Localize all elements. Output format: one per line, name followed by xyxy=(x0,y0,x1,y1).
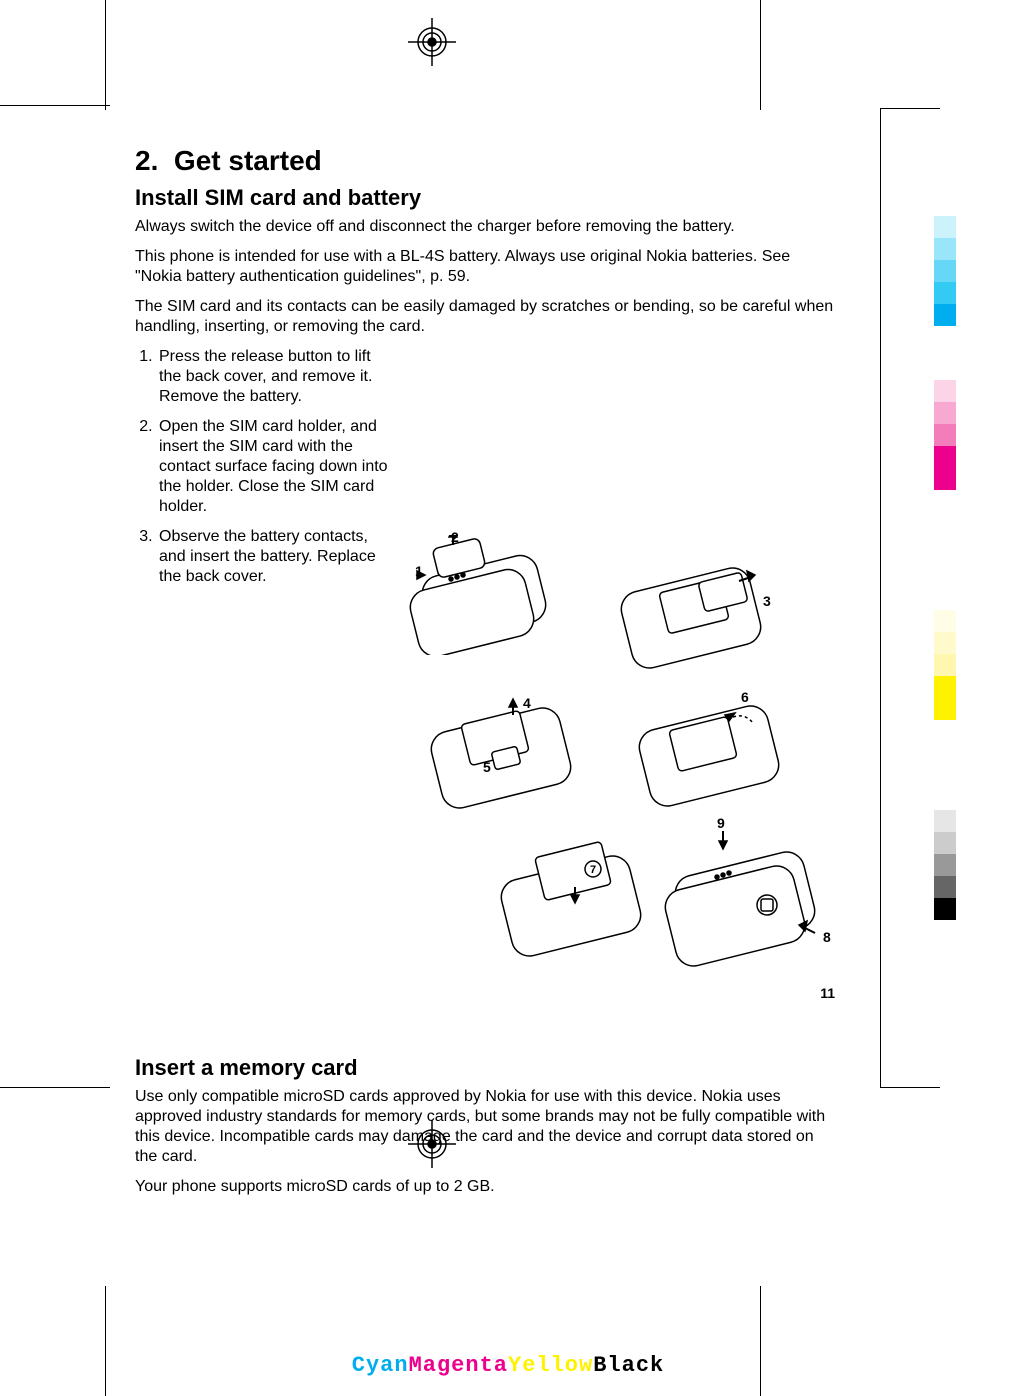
cmyk-yellow-label: Yellow xyxy=(508,1353,593,1378)
phone-diagram: 4 5 xyxy=(415,697,595,817)
diagram-label: 4 xyxy=(523,695,531,711)
svg-text:7: 7 xyxy=(590,864,596,876)
paragraph: Always switch the device off and disconn… xyxy=(135,217,835,237)
cmyk-cyan-label: Cyan xyxy=(352,1353,409,1378)
color-swatch xyxy=(934,402,956,424)
color-swatch xyxy=(934,424,956,446)
color-swatch xyxy=(934,446,956,468)
list-item: Observe the battery contacts, and insert… xyxy=(157,527,397,587)
color-swatch xyxy=(934,898,956,920)
phone-diagram: 1 2 xyxy=(395,535,575,655)
color-swatch xyxy=(934,260,956,282)
color-swatch xyxy=(934,282,956,304)
crop-mark xyxy=(105,0,106,110)
list-item: Open the SIM card holder, and insert the… xyxy=(157,417,397,517)
color-strip-magenta xyxy=(934,380,956,490)
section-heading: Install SIM card and battery xyxy=(135,185,835,211)
trim-line xyxy=(880,108,881,1088)
trim-line xyxy=(880,108,940,109)
color-swatch xyxy=(934,238,956,260)
crop-mark xyxy=(0,1087,110,1088)
chapter-title: Get started xyxy=(174,145,322,176)
registration-target-icon xyxy=(408,18,456,66)
color-swatch xyxy=(934,832,956,854)
color-swatch xyxy=(934,468,956,490)
color-strip-black xyxy=(934,810,956,920)
color-swatch xyxy=(934,380,956,402)
color-swatch xyxy=(934,654,956,676)
color-swatch xyxy=(934,876,956,898)
diagram-label: 8 xyxy=(823,929,831,945)
diagram-label: 6 xyxy=(741,689,749,705)
diagram-label: 2 xyxy=(451,529,459,545)
diagram-label: 5 xyxy=(483,759,491,775)
paragraph: Your phone supports microSD cards of up … xyxy=(135,1177,835,1197)
color-swatch xyxy=(934,810,956,832)
diagram-label: 9 xyxy=(717,815,725,831)
color-swatch xyxy=(934,854,956,876)
content-area: 2. Get started Install SIM card and batt… xyxy=(135,145,835,1207)
paragraph: Use only compatible microSD cards approv… xyxy=(135,1087,835,1167)
phone-diagram: 7 xyxy=(485,837,665,957)
phone-diagram: 3 xyxy=(605,557,785,677)
list-item: Press the release button to lift the bac… xyxy=(157,347,397,407)
color-swatch xyxy=(934,304,956,326)
paragraph: The SIM card and its contacts can be eas… xyxy=(135,297,835,337)
page-number: 11 xyxy=(820,985,835,1001)
cmyk-black-label: Black xyxy=(593,1353,664,1378)
diagram-label: 3 xyxy=(763,593,771,609)
crop-mark xyxy=(760,0,761,110)
cmyk-magenta-label: Magenta xyxy=(409,1353,508,1378)
steps-list: Press the release button to lift the bac… xyxy=(157,347,397,587)
diagram-label: 1 xyxy=(415,563,423,579)
paragraph: This phone is intended for use with a BL… xyxy=(135,247,835,287)
color-swatch xyxy=(934,676,956,698)
color-swatch xyxy=(934,216,956,238)
section-heading: Insert a memory card xyxy=(135,1055,835,1081)
chapter-number: 2. xyxy=(135,145,158,176)
color-swatch xyxy=(934,632,956,654)
color-swatch xyxy=(934,698,956,720)
crop-mark xyxy=(105,1286,106,1396)
crop-mark xyxy=(0,105,110,106)
illustration-area: 1 2 3 4 5 xyxy=(395,527,845,967)
chapter-heading: 2. Get started xyxy=(135,145,835,177)
phone-diagram: 9 8 xyxy=(655,823,845,973)
crop-mark xyxy=(760,1286,761,1396)
cmyk-bar: CyanMagentaYellowBlack xyxy=(0,1353,1016,1378)
color-strip-cyan xyxy=(934,216,956,326)
color-swatch xyxy=(934,610,956,632)
trim-line xyxy=(880,1087,940,1088)
phone-diagram: 6 xyxy=(623,695,803,815)
color-strip-yellow xyxy=(934,610,956,720)
